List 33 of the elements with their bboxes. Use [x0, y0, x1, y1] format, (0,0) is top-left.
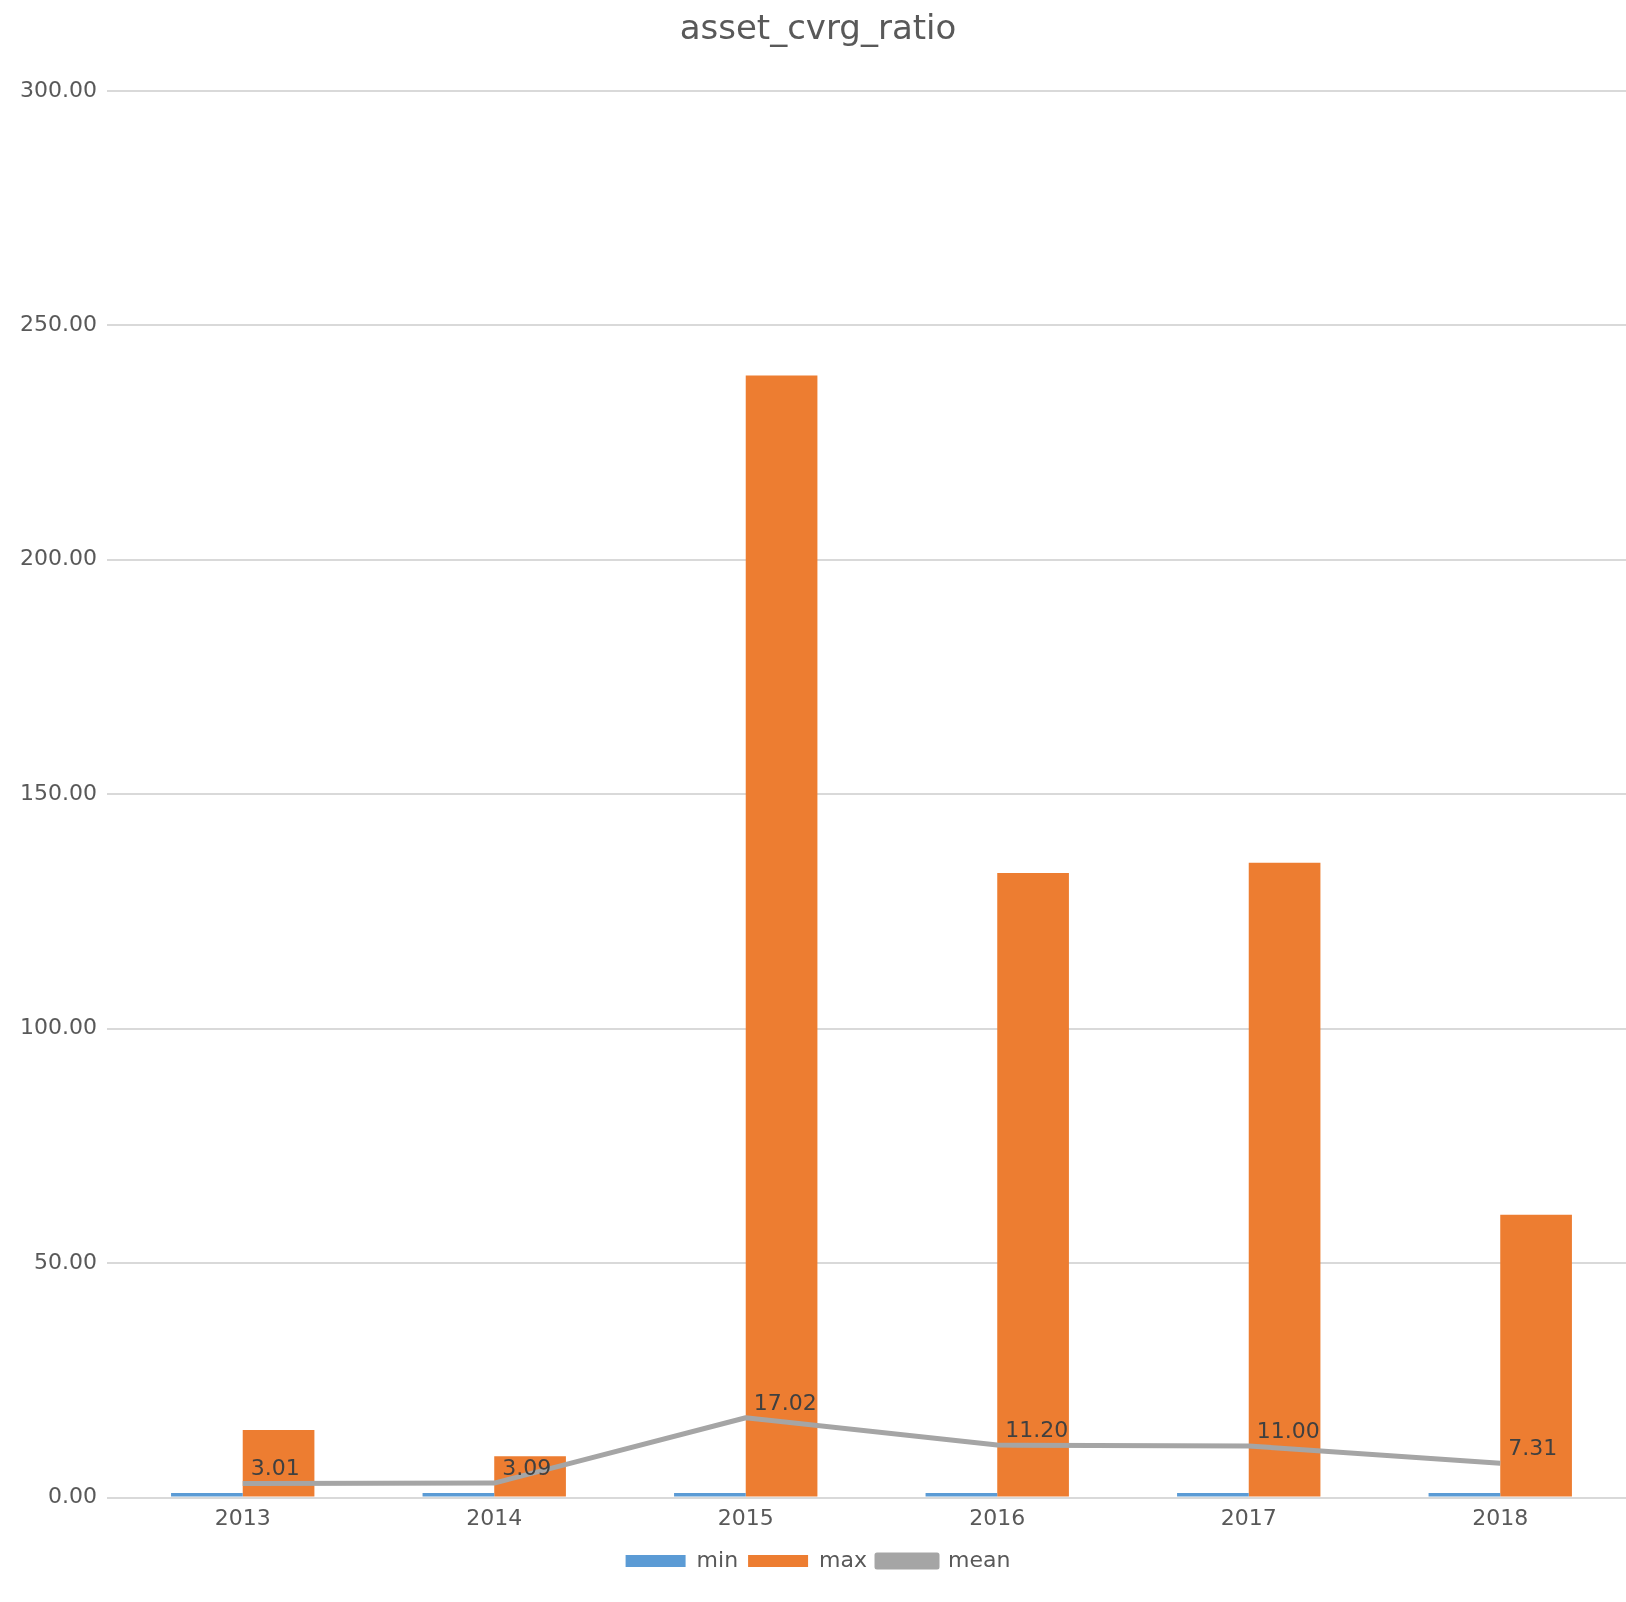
bar: [925, 1492, 998, 1497]
bar: [1500, 1214, 1572, 1497]
y-tick-label: 100.00: [19, 1014, 97, 1040]
data-label: 11.20: [1005, 1416, 1069, 1442]
legend-label: min: [696, 1546, 739, 1572]
y-tick-label: 200.00: [19, 545, 97, 571]
data-label: 17.02: [753, 1389, 817, 1415]
data-label: 3.09: [502, 1454, 552, 1480]
y-tick-label: 250.00: [19, 310, 97, 336]
x-tick-label: 2013: [214, 1504, 271, 1530]
bar: [745, 375, 818, 1497]
bar: [674, 1492, 746, 1497]
bar: [422, 1492, 495, 1497]
data-label: 7.31: [1508, 1435, 1558, 1461]
bar: [997, 872, 1069, 1497]
legend-label: mean: [948, 1546, 1011, 1572]
bar: [1177, 1492, 1249, 1497]
legend-label: max: [819, 1546, 868, 1572]
y-tick-label: 50.00: [33, 1248, 97, 1274]
bar: [1248, 862, 1321, 1497]
data-label: 3.01: [250, 1455, 300, 1481]
chart-title: asset_cvrg_ratio: [679, 7, 957, 48]
bar: [171, 1492, 243, 1497]
bar: [1428, 1492, 1501, 1497]
x-tick-label: 2017: [1220, 1504, 1277, 1530]
x-tick-label: 2016: [969, 1504, 1026, 1530]
x-tick-label: 2018: [1472, 1504, 1529, 1530]
y-tick-label: 300.00: [19, 76, 97, 102]
data-label: 11.00: [1256, 1417, 1320, 1443]
x-tick-label: 2015: [717, 1504, 774, 1530]
x-tick-label: 2014: [466, 1504, 523, 1530]
y-tick-label: 150.00: [19, 779, 97, 805]
y-tick-label: 0.00: [47, 1483, 97, 1509]
